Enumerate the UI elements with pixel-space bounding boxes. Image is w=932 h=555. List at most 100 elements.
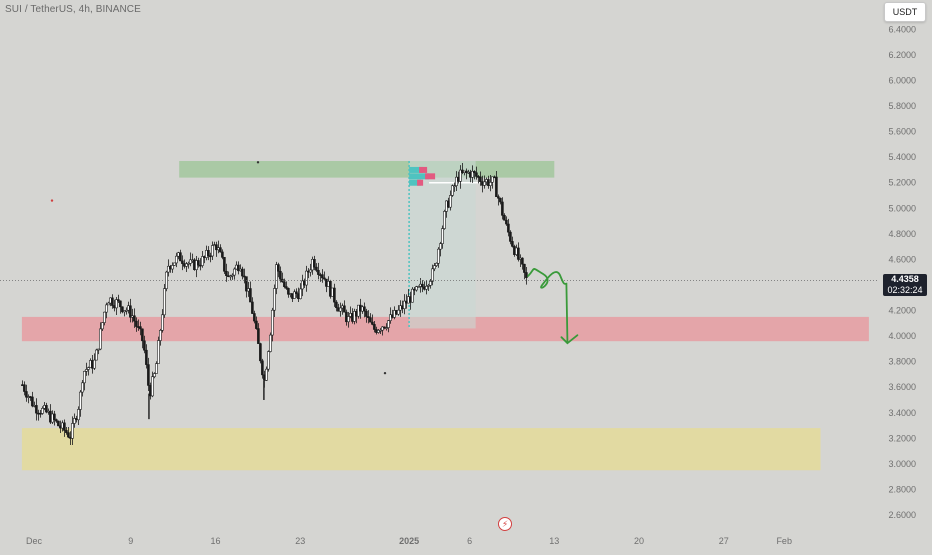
- candle: [73, 418, 76, 424]
- candle: [275, 264, 278, 289]
- candle: [505, 219, 508, 225]
- x-axis-tick-label: 6: [467, 536, 472, 546]
- candle: [149, 385, 152, 397]
- candle: [177, 252, 180, 257]
- candle: [373, 324, 376, 330]
- candle: [449, 195, 452, 208]
- candle: [199, 264, 202, 267]
- candle: [421, 283, 424, 288]
- candle: [233, 268, 236, 276]
- candle: [249, 288, 252, 303]
- candle: [167, 265, 170, 273]
- candle: [113, 305, 116, 309]
- x-axis-tick-label: 2025: [399, 536, 419, 546]
- candle: [479, 176, 482, 182]
- candle: [215, 244, 218, 251]
- volume-profile-bar-down: [425, 173, 436, 180]
- volume-profile-bar-up: [409, 166, 424, 173]
- candle: [107, 302, 110, 306]
- y-axis-tick-label: 6.4000: [888, 24, 916, 34]
- candle: [313, 259, 316, 268]
- candle: [503, 215, 506, 221]
- resistance-zone: [179, 160, 555, 178]
- candle: [99, 328, 102, 350]
- candle: [143, 340, 146, 351]
- candle: [23, 384, 26, 392]
- currency-button[interactable]: USDT: [884, 2, 926, 22]
- candle: [243, 275, 246, 278]
- candle: [269, 334, 272, 352]
- y-axis-tick-label: 3.4000: [888, 408, 916, 418]
- candle: [211, 245, 214, 257]
- candle: [97, 348, 100, 351]
- candle: [223, 257, 226, 272]
- candle: [439, 243, 442, 250]
- candle: [219, 247, 222, 253]
- candle: [25, 391, 28, 398]
- y-axis-tick-label: 5.2000: [888, 178, 916, 188]
- candle: [403, 300, 406, 310]
- candle: [147, 364, 150, 386]
- candle: [433, 265, 436, 270]
- candle: [451, 185, 454, 196]
- volume-profile-bar-down: [419, 166, 428, 173]
- x-axis-tick-label: 16: [210, 536, 220, 546]
- candle: [105, 304, 108, 313]
- candle: [387, 320, 390, 328]
- candle: [35, 405, 38, 414]
- candle: [293, 291, 296, 299]
- candle: [279, 270, 282, 280]
- candle: [169, 265, 172, 270]
- candle: [115, 299, 118, 309]
- y-axis-tick-label: 2.8000: [888, 484, 916, 494]
- candle: [523, 263, 526, 273]
- candle: [261, 360, 264, 376]
- candle: [89, 360, 92, 368]
- candle: [119, 300, 122, 308]
- candle: [397, 309, 400, 315]
- candle: [231, 274, 234, 277]
- candle: [171, 265, 174, 270]
- bar-countdown: 02:32:24: [887, 285, 923, 295]
- candle: [67, 432, 70, 438]
- forecast-arrowhead: [560, 334, 579, 345]
- candle: [137, 326, 140, 328]
- candle: [103, 311, 106, 323]
- candle: [187, 263, 190, 265]
- candle: [193, 259, 196, 271]
- candle: [145, 349, 148, 365]
- candle: [471, 170, 474, 178]
- candle: [501, 201, 504, 216]
- candle: [497, 196, 500, 199]
- candle: [135, 320, 138, 327]
- candle: [491, 176, 494, 183]
- candle: [77, 409, 80, 421]
- candle: [161, 314, 164, 331]
- candle: [295, 291, 298, 294]
- candle: [83, 371, 86, 384]
- candle: [131, 315, 134, 318]
- candle: [123, 310, 126, 313]
- candle: [205, 250, 208, 258]
- candle: [363, 306, 366, 312]
- candle: [257, 328, 260, 344]
- candle: [79, 391, 82, 410]
- candle: [125, 309, 128, 312]
- candle: [157, 340, 160, 364]
- candle: [85, 369, 88, 372]
- lightning-bolt-icon[interactable]: ⚡: [498, 517, 512, 531]
- candle: [253, 313, 256, 322]
- candle: [155, 363, 158, 374]
- candle: [517, 247, 520, 260]
- candle: [45, 405, 48, 413]
- candle: [299, 288, 302, 300]
- event-marker: [256, 161, 260, 164]
- candle: [425, 285, 428, 290]
- event-marker: [50, 199, 54, 202]
- y-axis-tick-label: 4.0000: [888, 331, 916, 341]
- candle: [185, 263, 188, 267]
- demand-zone: [21, 428, 821, 471]
- x-axis-tick-label: Feb: [776, 536, 792, 546]
